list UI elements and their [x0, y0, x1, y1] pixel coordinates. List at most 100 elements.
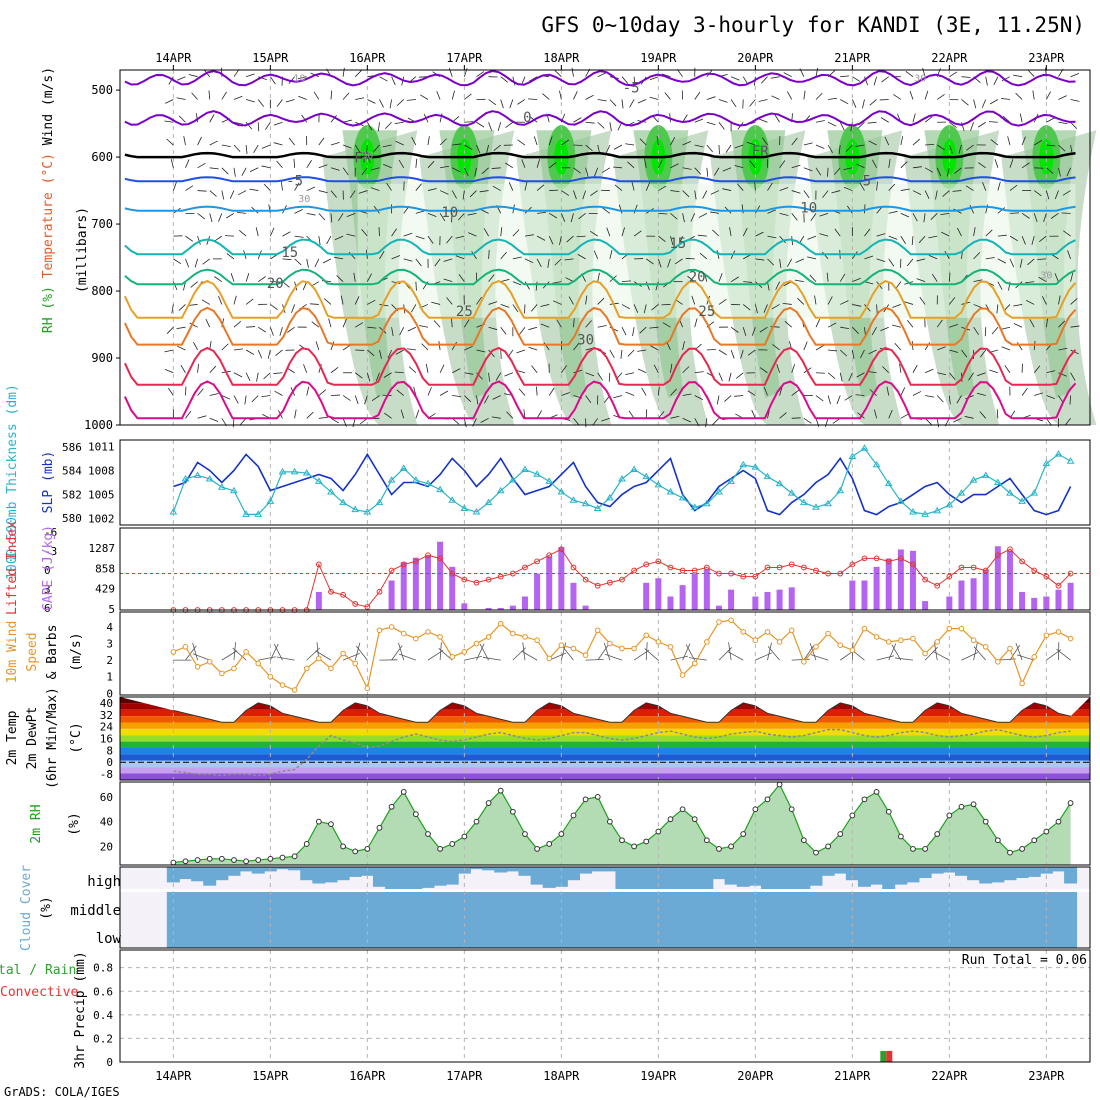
- wind10-point: [861, 625, 868, 632]
- wind10-point: [243, 649, 249, 655]
- cloud-cover-bar: [1051, 921, 1065, 948]
- wind-barb: [912, 190, 922, 196]
- cloud-cover-bar: [979, 921, 993, 948]
- wind-barb: [606, 227, 611, 237]
- wind-barb: [508, 182, 514, 191]
- wind-barb: [232, 418, 235, 428]
- wind-barb: [670, 388, 677, 396]
- wind10-barb: [561, 645, 574, 661]
- wind-barb: [734, 165, 744, 169]
- wind-barb: [1027, 69, 1035, 77]
- wind10-point: [1043, 632, 1050, 639]
- cloud-cover-bar: [979, 892, 993, 921]
- wind-barb: [651, 304, 659, 311]
- cloud-cover-bar: [372, 867, 386, 887]
- lifted-index-point: [582, 576, 589, 583]
- wind-barb: [940, 212, 950, 215]
- wind-barb: [488, 99, 497, 106]
- profile-ylabel-part: [41, 278, 56, 286]
- wind-barb: [492, 185, 501, 191]
- wind-barb: [791, 213, 798, 221]
- cloud-cover-bar: [579, 867, 593, 874]
- panel-frame: [119, 866, 1091, 949]
- wind-barb: [747, 349, 756, 356]
- wind-barb: [273, 142, 283, 146]
- lifted-index-point: [849, 561, 856, 568]
- cloud-cover-bar: [1064, 921, 1078, 948]
- lifted-index-point: [461, 576, 468, 583]
- wind-barb: [1064, 418, 1071, 426]
- wind-barb: [641, 387, 647, 396]
- wind-barb: [609, 122, 612, 132]
- wind-barb: [585, 167, 589, 177]
- thickness-point: [581, 499, 590, 507]
- wind-barb: [464, 345, 473, 351]
- cloud-cover-bar: [227, 867, 241, 876]
- rh2m-point: [740, 831, 747, 837]
- wind-barb: [500, 227, 503, 237]
- wind-barb: [197, 388, 204, 396]
- rh2m-ylabel-units: (%): [67, 812, 82, 835]
- wind-barb: [483, 228, 489, 237]
- y-tick-label: 500: [91, 83, 113, 97]
- wind-barb: [948, 272, 951, 282]
- wind-barb: [241, 167, 247, 176]
- wind-barb: [935, 190, 938, 200]
- wind-barb: [488, 249, 490, 259]
- wind-barb: [645, 182, 651, 191]
- rh2m-point: [352, 848, 359, 855]
- wind-barb: [279, 327, 283, 336]
- thickness-point: [557, 487, 566, 495]
- precip-tick-label: 0.2: [93, 1032, 113, 1045]
- wind-barb: [533, 136, 538, 146]
- wind-barb: [864, 76, 869, 86]
- rh2m-point: [218, 855, 225, 862]
- wind-barb: [614, 184, 623, 191]
- wind-barb: [500, 76, 508, 83]
- cape-bar: [909, 550, 916, 610]
- thickness-point: [254, 510, 263, 517]
- wind-barb: [488, 301, 498, 305]
- wind10-point: [982, 644, 989, 650]
- wind-barb: [464, 144, 473, 150]
- rh2m-point: [825, 843, 831, 850]
- cloud-cover-bar: [785, 921, 799, 948]
- cloud-cover-bar: [591, 892, 605, 921]
- wind-barb: [997, 181, 1001, 191]
- rh2m-point: [1019, 845, 1025, 852]
- wind-barb: [1021, 213, 1030, 219]
- thickness-point: [424, 479, 432, 487]
- wind-barb: [330, 213, 333, 223]
- wind-barb: [826, 272, 829, 282]
- cloud-cover-bar: [542, 921, 556, 948]
- wind-barb: [451, 213, 453, 223]
- cloud-cover-bar: [651, 892, 665, 921]
- cloud-cover-bar: [457, 892, 471, 921]
- wind-barb: [476, 144, 481, 154]
- rh-contour-label: 10: [293, 73, 305, 84]
- wind-barb: [840, 300, 849, 305]
- wind10-point: [364, 685, 371, 692]
- cloud-cover-bar: [275, 892, 289, 921]
- wind-barb: [779, 187, 789, 191]
- thickness-point: [715, 487, 723, 495]
- wind-barb: [1013, 323, 1023, 328]
- wind-barb: [627, 161, 635, 169]
- wind-barb: [309, 303, 319, 305]
- wind-barb: [844, 395, 853, 401]
- wind-barb: [505, 121, 514, 128]
- wind-barb: [803, 142, 813, 146]
- wind-barb: [1045, 318, 1048, 328]
- wind10-ylabel-units-part: (m/s): [69, 632, 84, 671]
- thickness-tick-label: 584: [62, 465, 82, 478]
- wind10-point: [400, 630, 407, 637]
- cloud-ylabel-part: Cloud Cover: [19, 865, 34, 951]
- temp-band: [120, 773, 1090, 780]
- wind10-ylabel-barbs-part: & Barbs: [45, 625, 60, 680]
- cloud-cover-bar: [736, 892, 750, 921]
- thickness-point: [860, 444, 869, 451]
- lifted-index-point: [740, 573, 747, 580]
- cloud-cover-bar: [300, 921, 314, 948]
- lifted-index-point: [1019, 558, 1025, 565]
